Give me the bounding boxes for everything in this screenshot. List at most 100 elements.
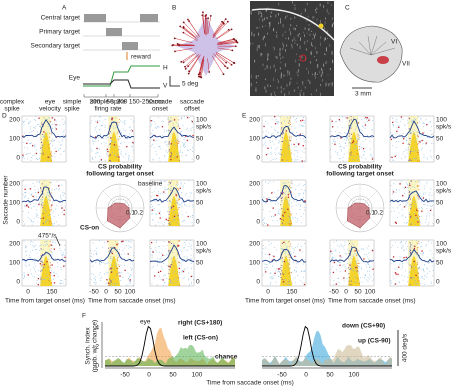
complex-spike: [124, 269, 126, 272]
saccade-offset: [50, 160, 52, 162]
simple-spike: [304, 122, 305, 124]
simple-spike: [407, 146, 409, 148]
simple-spike: [414, 157, 416, 159]
simple-spike: [181, 205, 183, 207]
simple-spike: [430, 283, 432, 284]
saccade-offset: [417, 252, 419, 253]
simple-spike: [285, 283, 287, 285]
simple-spike: [155, 224, 156, 226]
simple-spike: [337, 154, 339, 156]
simple-spike: [407, 262, 409, 264]
complex-spike: [426, 124, 428, 126]
tissue-speck: [286, 15, 288, 18]
saccade-onset: [409, 138, 411, 140]
simple-spike: [158, 204, 160, 206]
simple-spike: [296, 218, 298, 219]
simple-spike: [338, 261, 340, 263]
simple-spike: [296, 118, 298, 119]
saccade-offset: [119, 136, 121, 137]
simple-spike: [184, 242, 185, 243]
simple-spike: [427, 224, 429, 226]
simple-spike: [423, 140, 425, 141]
simple-spike: [420, 140, 422, 142]
saccade-offset: [177, 253, 178, 255]
simple-spike: [64, 245, 66, 246]
simple-spike: [280, 245, 282, 247]
saccade-onset: [409, 191, 410, 193]
simple-spike: [46, 240, 48, 242]
saccade-onset: [408, 117, 410, 119]
simple-spike: [54, 152, 56, 154]
simple-spike: [100, 277, 101, 279]
simple-spike: [60, 250, 62, 252]
simple-spike: [177, 214, 179, 216]
simple-spike: [338, 278, 339, 279]
firing-rate: [261, 185, 307, 203]
simple-spike: [182, 125, 184, 126]
simple-spike: [336, 269, 337, 271]
tissue-speck: [278, 22, 279, 25]
simple-spike: [119, 272, 121, 273]
simple-spike: [365, 264, 367, 266]
simple-spike: [334, 141, 335, 143]
simple-spike: [272, 265, 273, 267]
tissue-speck: [296, 71, 298, 74]
saccade-onset: [40, 187, 42, 189]
simple-spike: [40, 275, 42, 277]
simple-spike: [30, 221, 32, 223]
tissue-speck: [255, 87, 257, 90]
simple-spike: [93, 282, 95, 283]
saccade-onset: [409, 214, 411, 215]
simple-spike: [351, 256, 353, 257]
simple-spike: [96, 131, 98, 133]
saccade-end: [182, 31, 185, 34]
simple-spike: [402, 279, 404, 281]
simple-spike: [53, 216, 55, 217]
saccade-onset: [40, 248, 42, 250]
complex-spike: [106, 279, 108, 281]
simple-spike: [111, 271, 113, 273]
simple-spike: [396, 207, 398, 209]
simple-spike: [174, 157, 176, 159]
simple-spike: [398, 212, 400, 214]
simple-spike: [289, 211, 291, 212]
simple-spike: [357, 117, 358, 119]
simple-spike: [344, 143, 346, 144]
simple-spike: [346, 268, 348, 270]
simple-spike: [391, 282, 392, 284]
simple-spike: [191, 258, 193, 260]
saccade-offset: [176, 142, 178, 144]
tissue-speck: [290, 31, 292, 36]
complex-spike: [187, 215, 189, 218]
simple-spike: [270, 272, 272, 274]
saccade-onset: [169, 148, 170, 150]
complex-spike: [294, 255, 296, 258]
simple-spike: [295, 158, 297, 160]
simple-spike: [275, 270, 277, 272]
complex-spike: [121, 240, 123, 243]
tissue-speck: [311, 73, 313, 76]
simple-spike: [395, 118, 397, 120]
x-tick-label: -50: [89, 289, 99, 296]
complex-spike: [170, 143, 172, 145]
complex-spike: [421, 139, 423, 142]
simple-spike: [392, 189, 394, 191]
rate-tick-label: 50: [196, 200, 204, 207]
simple-spike: [121, 272, 123, 274]
complex-spike: [162, 254, 164, 256]
simple-spike: [166, 189, 168, 190]
complex-spike: [419, 141, 421, 143]
saccade-onset: [350, 127, 352, 129]
simple-spike: [153, 198, 155, 200]
simple-spike: [152, 158, 154, 160]
simple-spike: [296, 270, 298, 272]
saccade-offset: [288, 223, 290, 225]
saccade-onset: [282, 141, 284, 142]
simple-spike: [416, 157, 418, 159]
simple-spike: [291, 202, 292, 204]
saccade-onset: [170, 264, 172, 265]
tissue-speck: [278, 80, 279, 84]
simple-spike: [23, 141, 25, 143]
saccade-offset: [418, 280, 420, 282]
tissue-speck: [280, 74, 282, 79]
